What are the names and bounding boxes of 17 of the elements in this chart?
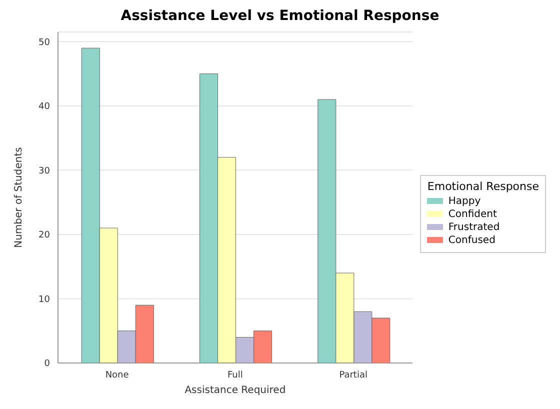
x-tick-label: Full	[228, 370, 243, 380]
legend-label: Frustrated	[448, 222, 500, 232]
y-tick-label: 20	[38, 230, 50, 241]
legend-label: Confused	[448, 234, 496, 246]
x-axis-title: Assistance Required	[184, 385, 286, 396]
legend-label: Confident	[448, 208, 497, 220]
legend-label: Happy	[448, 196, 481, 206]
y-tick-label: 40	[38, 102, 50, 112]
y-tick-label: 50	[38, 38, 50, 48]
y-tick-label: 0	[44, 359, 50, 370]
x-tick-label: None	[105, 370, 130, 380]
y-axis-title: Number of Students	[14, 147, 25, 248]
y-tick-label: 30	[38, 166, 50, 176]
x-tick-label: Partial	[339, 370, 368, 380]
legend-title: Emotional Response	[427, 180, 539, 192]
y-tick-label: 10	[38, 294, 50, 305]
chart-title: Assistance Level vs Emotional Response	[120, 8, 440, 26]
